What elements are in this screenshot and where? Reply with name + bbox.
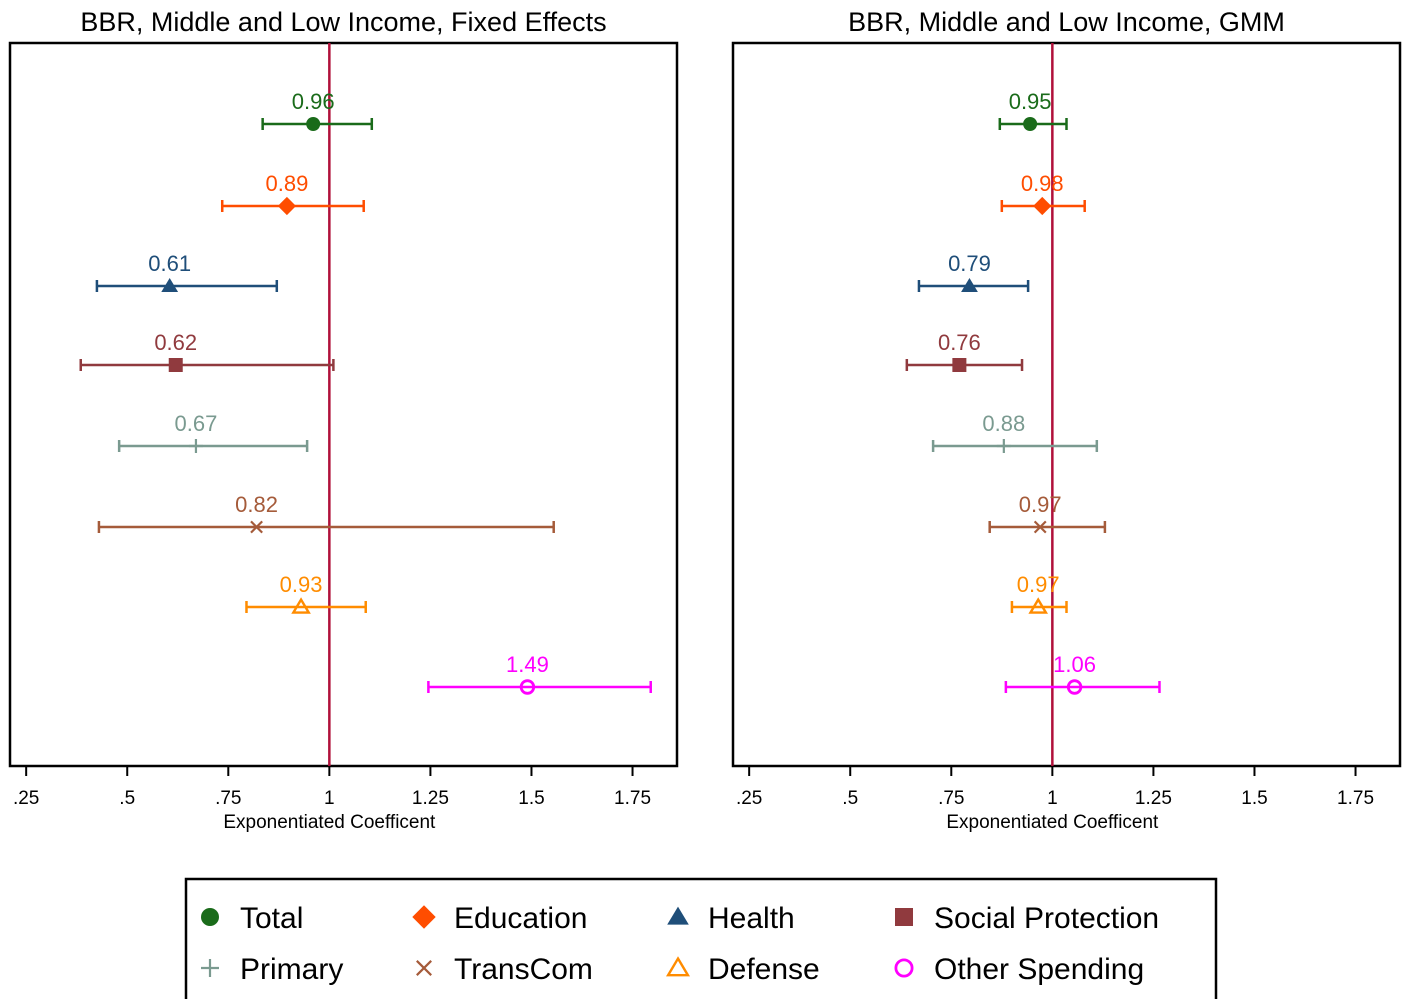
panel-1: BBR, Middle and Low Income, Fixed Effect…: [8, 7, 679, 833]
point-marker: [277, 196, 297, 216]
data-label: 1.06: [1053, 652, 1096, 677]
series-social-protection: 0.62: [79, 330, 335, 372]
legend-item-primary: Primary: [201, 953, 343, 986]
x-tick-label: .75: [215, 788, 241, 809]
legend-label: Total: [240, 902, 303, 935]
x-tick-label: 1: [324, 788, 335, 809]
series-defense: 0.97: [1010, 572, 1068, 614]
series-education: 0.98: [1000, 171, 1086, 216]
data-label: 0.97: [1019, 492, 1062, 517]
series-health: 0.61: [95, 251, 279, 292]
chart-title: BBR, Middle and Low Income, GMM: [848, 7, 1285, 37]
point-marker: [250, 520, 263, 534]
plot-frame: [8, 41, 679, 768]
data-label: 0.95: [1009, 89, 1052, 114]
legend-item-education: Education: [412, 902, 587, 935]
point-marker: [1033, 520, 1047, 534]
legend-marker: [665, 956, 691, 977]
series-other-spending: 1.06: [1004, 652, 1161, 695]
legend-label: TransCom: [454, 953, 593, 986]
point-marker: [188, 439, 203, 453]
x-tick-label: 1.5: [518, 788, 544, 809]
legend-marker: [894, 958, 914, 978]
data-label: 0.97: [1017, 572, 1060, 597]
point-marker: [961, 277, 978, 292]
series-health: 0.79: [917, 251, 1030, 292]
x-tick-label: 1.25: [412, 788, 449, 809]
series-social-protection: 0.76: [905, 330, 1024, 372]
legend-label: Education: [454, 902, 587, 935]
data-label: 1.49: [506, 652, 549, 677]
x-tick-label: .25: [13, 788, 39, 809]
x-axis-label: Exponentiated Coefficent: [946, 812, 1159, 833]
legend-item-other-spending: Other Spending: [894, 953, 1144, 986]
data-label: 0.93: [280, 572, 323, 597]
point-marker: [291, 597, 311, 614]
legend-label: Health: [708, 902, 795, 935]
series-transcom: 0.82: [97, 492, 555, 534]
x-tick-label: 1.25: [1135, 788, 1172, 809]
point-marker: [996, 439, 1011, 453]
legend-label: Social Protection: [934, 902, 1159, 935]
panel-2: BBR, Middle and Low Income, GMM .25 .5 .75 1…: [731, 7, 1402, 833]
legend-marker: [895, 908, 913, 926]
series-primary: 0.67: [117, 411, 309, 453]
point-marker: [519, 679, 536, 695]
point-marker: [168, 358, 183, 372]
x-tick-label: 1: [1047, 788, 1058, 809]
x-tick-label: .5: [842, 788, 858, 809]
point-marker: [161, 277, 179, 292]
legend-box: [184, 877, 1218, 999]
point-marker: [1023, 117, 1038, 131]
series-total: 0.96: [261, 89, 374, 131]
point-marker: [1033, 196, 1052, 216]
data-label: 0.88: [982, 411, 1025, 436]
data-label: 0.76: [938, 330, 981, 355]
x-tick-label: 1.5: [1241, 788, 1267, 809]
data-label: 0.79: [948, 251, 991, 276]
series-education: 0.89: [220, 171, 365, 216]
series-primary: 0.88: [931, 411, 1099, 453]
point-marker: [1028, 597, 1049, 614]
legend-marker: [201, 908, 219, 926]
legend-label: Primary: [240, 953, 343, 986]
data-label: 0.89: [265, 171, 308, 196]
series-defense: 0.93: [245, 572, 367, 614]
x-tick-label: .5: [119, 788, 135, 809]
plot-frame: [731, 41, 1402, 768]
series-total: 0.95: [998, 89, 1068, 131]
legend-marker: [416, 960, 432, 976]
data-label: 0.98: [1021, 171, 1064, 196]
legend-item-health: Health: [667, 902, 795, 935]
legend-marker: [412, 905, 436, 929]
x-tick-label: .75: [938, 788, 964, 809]
legend-item-total: Total: [201, 902, 303, 935]
x-tick-label: 1.75: [1337, 788, 1374, 809]
x-tick-label: 1.75: [614, 788, 651, 809]
data-label: 0.67: [175, 411, 218, 436]
x-axis-label: Exponentiated Coefficent: [223, 812, 436, 833]
series-transcom: 0.97: [988, 492, 1107, 534]
legend-item-defense: Defense: [665, 953, 820, 986]
legend-item-social-protection: Social Protection: [895, 902, 1159, 935]
legend: Total Education Health Social Protection Pri…: [184, 877, 1218, 999]
legend-marker: [201, 959, 219, 977]
data-label: 0.96: [292, 89, 335, 114]
x-tick-label: .25: [736, 788, 762, 809]
data-label: 0.62: [154, 330, 197, 355]
data-label: 0.82: [235, 492, 278, 517]
legend-item-transcom: TransCom: [416, 953, 593, 986]
chart-title: BBR, Middle and Low Income, Fixed Effect…: [80, 7, 606, 37]
data-label: 0.61: [148, 251, 191, 276]
series-other-spending: 1.49: [427, 652, 652, 695]
point-marker: [952, 358, 967, 372]
legend-label: Defense: [708, 953, 820, 986]
legend-marker: [667, 906, 689, 925]
point-marker: [1066, 679, 1083, 695]
legend-label: Other Spending: [934, 953, 1144, 986]
point-marker: [306, 117, 321, 131]
